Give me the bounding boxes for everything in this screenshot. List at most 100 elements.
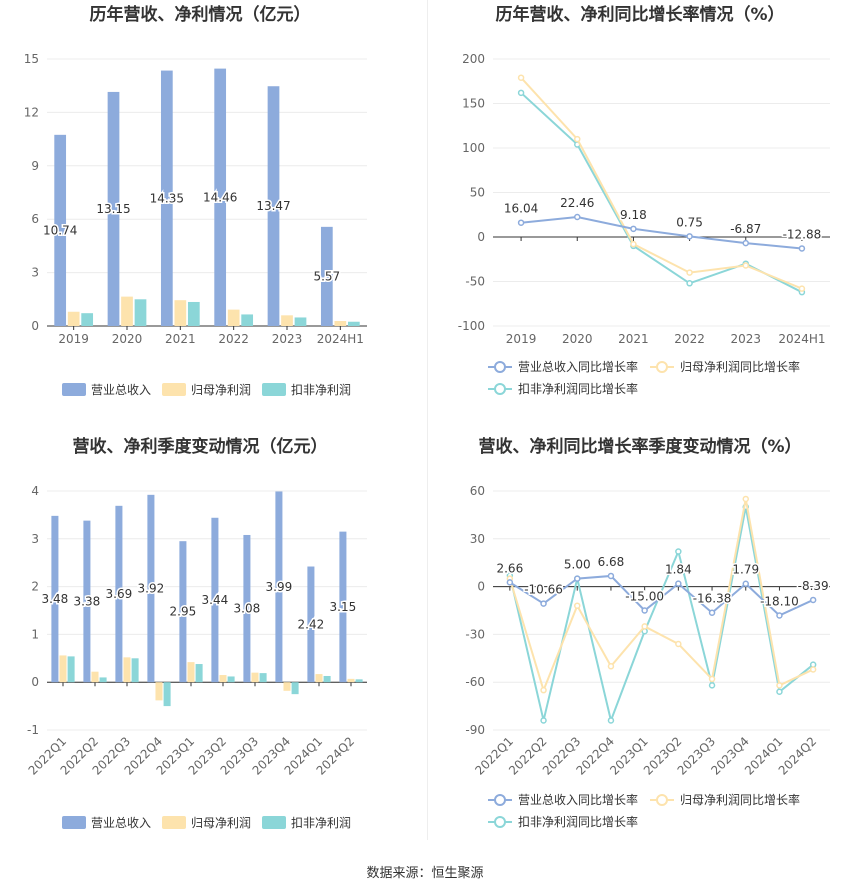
x-tick-label: 2020	[112, 332, 143, 346]
series-point	[686, 269, 693, 276]
series-point	[540, 600, 547, 607]
series-point	[809, 596, 817, 604]
series-point	[686, 280, 693, 287]
series-point	[607, 663, 615, 670]
line-data-label: 1.84	[665, 563, 692, 577]
bar-data-label: 3.48	[42, 592, 69, 606]
y-tick-label: 3	[31, 266, 39, 280]
y-tick-label: -50	[465, 275, 485, 289]
series-point	[574, 575, 581, 582]
legend-swatch	[262, 816, 286, 829]
chart-title: 历年营收、净利情况（亿元）	[90, 4, 311, 25]
series-point	[798, 285, 806, 292]
y-tick-label: 3	[31, 532, 39, 546]
bar-revenue	[115, 505, 123, 683]
bar-net-profit	[281, 315, 293, 326]
bar-revenue	[211, 517, 219, 683]
legend-label: 归母净利润	[191, 816, 251, 830]
line-data-label: 2.66	[496, 561, 523, 575]
series-line-revenue	[509, 574, 814, 617]
bar-net-profit	[123, 657, 131, 683]
bar-data-label: 3.08	[234, 602, 261, 616]
line-data-label: 22.46	[560, 196, 594, 210]
bar-deducted-profit	[291, 682, 299, 695]
series-point	[641, 623, 648, 630]
y-tick-label: 100	[462, 141, 485, 155]
line-data-label: -16.38	[693, 592, 732, 606]
bar-revenue	[275, 491, 283, 683]
series-point	[607, 717, 615, 724]
legend-label: 扣非净利润	[291, 383, 351, 397]
bar-data-label: 3.99	[266, 580, 293, 594]
quarterly-revenue-profit-panel: 营收、净利季度变动情况（亿元） -1 0 1 2 3 4 2022Q1 2022Q2 2022Q3…	[0, 425, 427, 845]
legend-label: 扣非净利润同比增长率	[518, 381, 638, 396]
legend-swatch	[62, 816, 86, 829]
bar-data-label: 2.95	[170, 605, 197, 619]
chart-title: 历年营收、净利同比增长率情况（%）	[495, 4, 784, 25]
bar-data-label: 3.38	[74, 594, 101, 608]
bar-revenue	[179, 541, 187, 683]
chart-title: 营收、净利同比增长率季度变动情况（%）	[478, 436, 801, 457]
bar-data-label: 3.15	[330, 600, 357, 614]
bar-data-label: 3.69	[106, 587, 133, 601]
bar-data-label: 14.35	[150, 191, 184, 205]
y-tick-label: -1	[27, 723, 39, 737]
legend-label: 归母净利润同比增长率	[680, 792, 800, 807]
bar-revenue	[147, 494, 155, 683]
legend-marker	[494, 794, 506, 806]
line-data-label: 5.00	[564, 558, 591, 572]
bar-data-label: 3.92	[138, 582, 165, 596]
series-point	[506, 579, 514, 586]
series-point	[641, 607, 648, 614]
series-point	[540, 686, 547, 694]
bar-revenue	[267, 86, 280, 326]
bar-deducted-profit	[259, 673, 267, 683]
series-point	[630, 225, 637, 233]
bar-net-profit	[174, 300, 187, 326]
series-point	[517, 74, 525, 81]
y-tick-label: 2	[31, 580, 39, 594]
y-tick-label: 0	[477, 580, 485, 594]
x-tick-label: 2019	[506, 332, 537, 346]
x-tick-label: 2019	[58, 332, 89, 346]
line-data-label: -12.88	[783, 227, 822, 241]
bar-deducted-profit	[227, 676, 235, 683]
bar-deducted-profit	[355, 679, 363, 683]
legend-label: 营业总收入	[91, 816, 151, 830]
legend-swatch	[262, 383, 286, 396]
x-tick-label: 2024H1	[317, 332, 364, 346]
series-point	[776, 688, 783, 696]
y-tick-label: -30	[465, 627, 485, 641]
series-point	[776, 682, 783, 689]
bar-revenue	[54, 134, 67, 326]
y-tick-label: 60	[470, 484, 485, 498]
bar-net-profit	[67, 311, 80, 326]
bar-revenue	[51, 515, 59, 683]
bar-net-profit	[219, 675, 227, 683]
bar-revenue	[307, 566, 315, 683]
quarterly-growth-rate-chart: 营收、净利同比增长率季度变动情况（%）-90-60-30030602022Q12…	[465, 436, 830, 829]
bar-net-profit	[283, 682, 291, 691]
bar-data-label: 10.74	[43, 223, 77, 237]
x-tick-label: 2022	[218, 332, 249, 346]
bar-revenue	[214, 68, 227, 326]
chart-title: 营收、净利季度变动情况（亿元）	[73, 436, 328, 457]
bar-data-label: 14.46	[203, 190, 237, 204]
series-point	[675, 580, 682, 587]
legend-label: 归母净利润同比增长率	[680, 359, 800, 374]
y-tick-label: 0	[31, 675, 39, 689]
line-data-label: 16.04	[504, 202, 538, 216]
x-tick-label: 2024Q2	[776, 734, 820, 778]
line-data-label: -15.00	[625, 590, 664, 604]
bar-deducted-profit	[347, 321, 360, 326]
legend-label: 归母净利润	[191, 383, 251, 397]
bar-deducted-profit	[81, 313, 94, 326]
y-tick-label: 200	[462, 52, 485, 66]
series-point	[686, 233, 693, 240]
bar-deducted-profit	[163, 682, 171, 707]
series-line-net-profit	[508, 498, 814, 694]
legend-swatch	[162, 383, 186, 396]
y-tick-label: 4	[31, 484, 39, 498]
bar-deducted-profit	[99, 677, 107, 683]
series-point	[540, 717, 547, 724]
